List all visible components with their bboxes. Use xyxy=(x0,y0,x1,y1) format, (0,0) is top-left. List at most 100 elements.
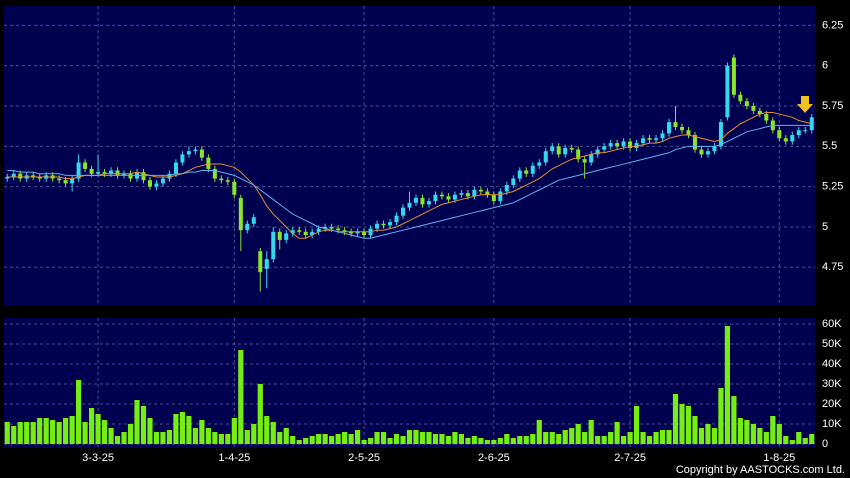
volume-bar xyxy=(309,436,315,444)
volume-bar xyxy=(30,422,36,444)
candle-body xyxy=(381,223,386,226)
volume-bar xyxy=(497,438,503,444)
candle-body xyxy=(122,173,127,176)
volume-bar xyxy=(329,436,335,444)
volume-tick-label: 0 xyxy=(822,438,828,450)
candle-body xyxy=(89,168,94,174)
copyright: Copyright by AASTOCKS.com Ltd. xyxy=(676,464,845,476)
candle-body xyxy=(777,130,782,139)
volume-bar xyxy=(387,438,393,444)
volume-bar xyxy=(264,416,270,444)
volume-bar xyxy=(471,436,477,444)
volume-bar xyxy=(17,422,23,444)
volume-bar xyxy=(633,406,640,444)
volume-bar xyxy=(322,434,328,444)
x-tick-label: 1-4-25 xyxy=(218,452,250,464)
candle-body xyxy=(757,110,762,115)
x-tick-label: 2-5-25 xyxy=(348,452,380,464)
candle-body xyxy=(342,230,347,232)
candle-body xyxy=(219,178,224,181)
volume-bar xyxy=(763,432,769,444)
candle-body xyxy=(206,157,211,169)
candle-body xyxy=(349,231,354,234)
volume-bar xyxy=(601,436,607,444)
candle-body xyxy=(543,151,548,163)
volume-bar xyxy=(685,406,692,444)
candle-body xyxy=(751,106,756,111)
candle-body xyxy=(660,133,665,139)
candle-body xyxy=(504,185,509,192)
volume-bar xyxy=(711,428,718,444)
volume-bar xyxy=(692,416,698,444)
volume-bar xyxy=(698,428,705,444)
volume-bar xyxy=(672,394,679,444)
candle-body xyxy=(796,130,801,136)
volume-bar xyxy=(251,424,257,444)
candle-body xyxy=(186,151,191,155)
volume-bar xyxy=(802,438,808,444)
volume-bar xyxy=(4,422,10,444)
volume-bar xyxy=(380,432,387,444)
candle-body xyxy=(491,194,496,202)
candle-body xyxy=(731,57,736,95)
candle-body xyxy=(128,173,133,179)
candle-body xyxy=(465,193,470,197)
candle-body xyxy=(563,147,568,155)
volume-bar xyxy=(627,432,633,444)
volume-bar xyxy=(491,440,497,444)
candle-body xyxy=(608,143,613,147)
candle-body xyxy=(478,189,483,192)
volume-bar xyxy=(575,424,581,444)
candle-body xyxy=(738,94,743,102)
candle-body xyxy=(37,176,42,179)
volume-bar xyxy=(225,434,231,444)
candle-body xyxy=(446,196,451,200)
price-panel xyxy=(4,6,815,306)
volume-bar xyxy=(484,440,490,444)
volume-bar xyxy=(69,416,75,444)
volume-bar xyxy=(37,418,43,444)
volume-tick-label: 20K xyxy=(822,398,842,410)
candle-body xyxy=(375,223,380,229)
volume-bar xyxy=(50,420,56,444)
candle-body xyxy=(413,197,418,203)
volume-bar xyxy=(199,420,205,444)
volume-bar xyxy=(179,412,186,444)
volume-bar xyxy=(731,396,737,444)
candle-body xyxy=(641,138,646,144)
volume-tick-label: 10K xyxy=(822,418,842,430)
candle-body xyxy=(407,202,412,208)
volume-bar xyxy=(218,434,224,444)
candle-body xyxy=(647,138,652,140)
volume-bar xyxy=(569,428,575,444)
volume-bar xyxy=(510,438,516,444)
candle-body xyxy=(232,181,237,195)
candle-body xyxy=(355,231,360,234)
candle-body xyxy=(141,172,146,181)
candle-body xyxy=(615,143,620,147)
volume-bar xyxy=(303,438,309,444)
volume-bar xyxy=(147,418,153,444)
volume-bar xyxy=(666,430,672,444)
volume-bar xyxy=(153,432,160,444)
volume-bar xyxy=(445,436,452,444)
volume-bar xyxy=(705,424,711,444)
volume-bar xyxy=(186,416,192,444)
candle-body xyxy=(245,223,250,231)
candle-body xyxy=(692,135,697,150)
volume-bar xyxy=(724,326,731,444)
candle-body xyxy=(511,178,516,186)
candle-body xyxy=(271,231,276,260)
volume-bar xyxy=(426,432,432,444)
candle-body xyxy=(394,215,399,223)
volume-bar xyxy=(316,434,322,444)
candle-body xyxy=(167,173,172,179)
candle-body xyxy=(154,183,159,187)
candle-body xyxy=(323,226,328,229)
volume-bar xyxy=(465,438,471,444)
candle-body xyxy=(31,175,36,177)
moving-average-line xyxy=(7,111,812,239)
candle-body xyxy=(621,141,626,147)
candle-body xyxy=(420,197,425,205)
volume-bar xyxy=(277,432,283,444)
